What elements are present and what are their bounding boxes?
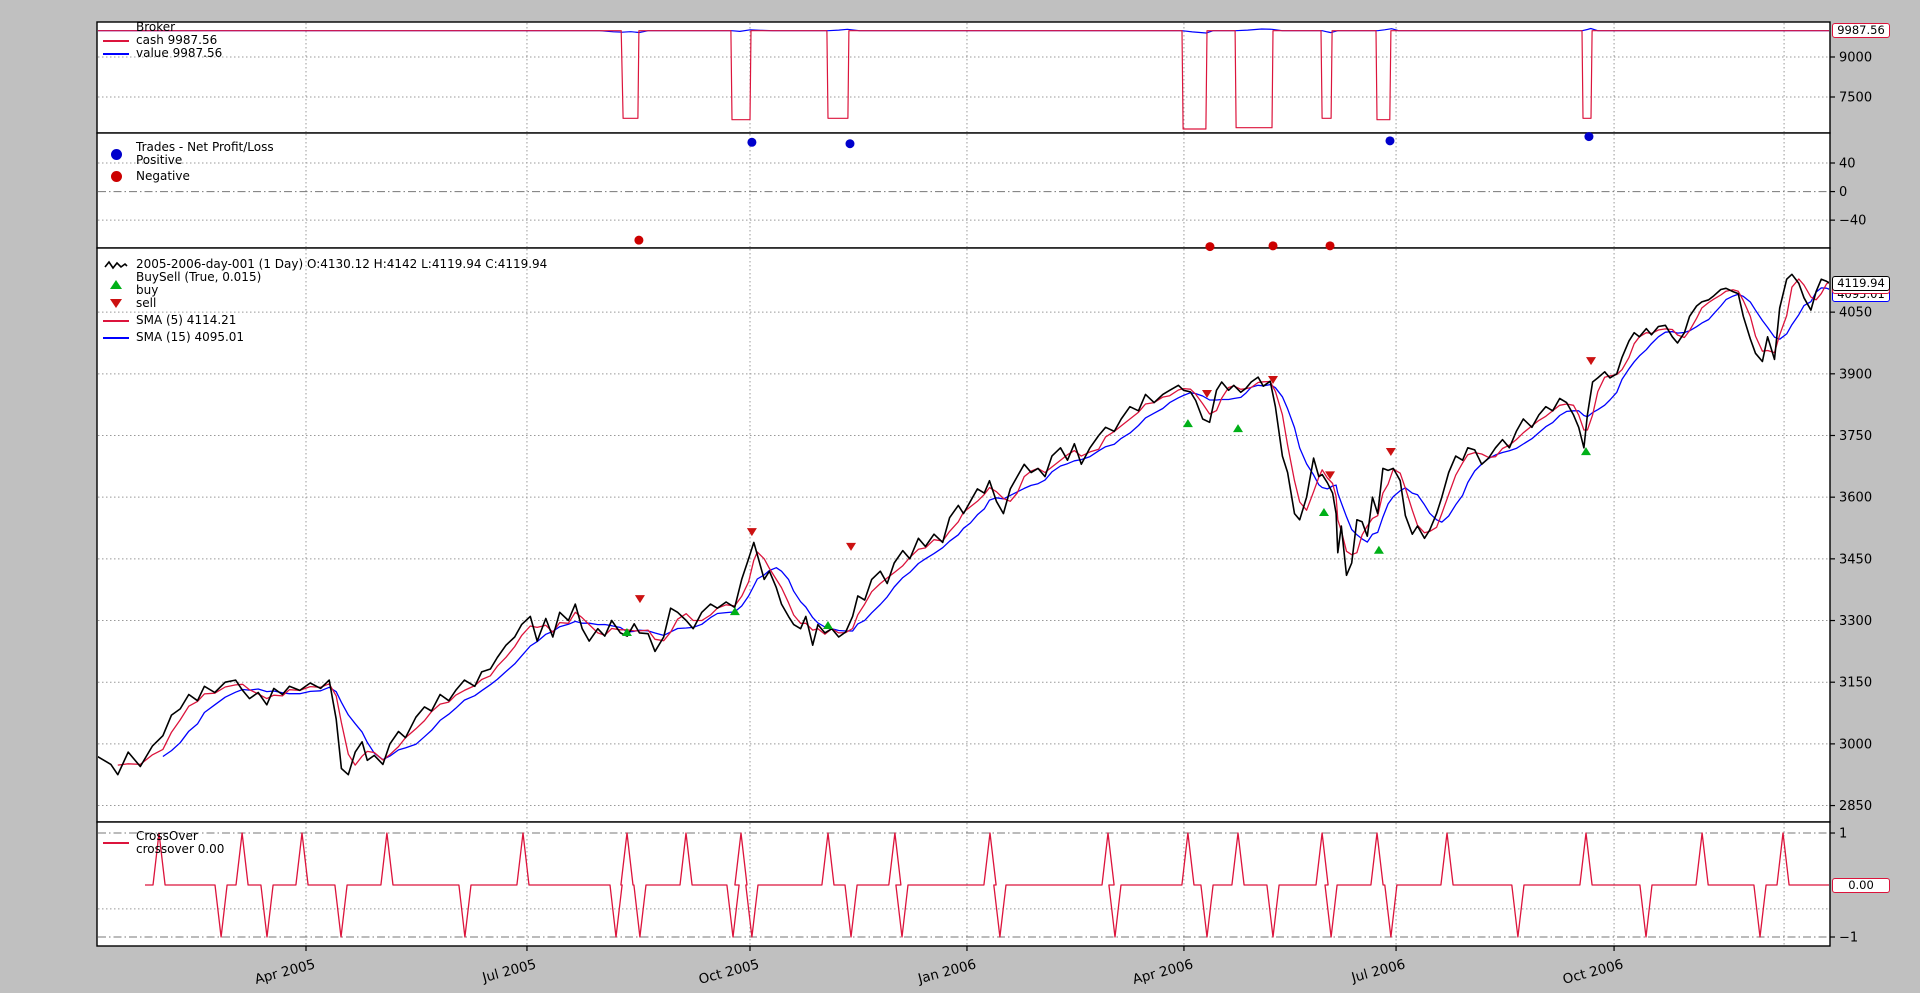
- y-tick-label: 3150: [1839, 676, 1872, 691]
- negative-marker: [1325, 241, 1335, 251]
- negative-marker: [634, 235, 644, 245]
- trades-panel: [96, 132, 1831, 249]
- crossover-panel: [96, 821, 1831, 947]
- gridlines: [98, 23, 1829, 945]
- sell-markers: [634, 357, 1597, 604]
- y-tick-label: 3600: [1839, 491, 1872, 506]
- x-tick-label: Oct 2006: [1561, 956, 1625, 988]
- y-tick-label: 3750: [1839, 429, 1872, 444]
- sell-marker-icon: [634, 595, 645, 604]
- close-value-tag: 4119.94: [1832, 276, 1890, 291]
- buy-marker-icon: [621, 628, 632, 637]
- sell-marker-icon: [1325, 471, 1336, 480]
- buy-markers: [621, 419, 1591, 637]
- x-tick-label: Jan 2006: [915, 956, 978, 987]
- y-tick-label: 3450: [1839, 552, 1872, 567]
- x-tick-label: Apr 2006: [1131, 956, 1195, 988]
- x-tick-label: Apr 2005: [253, 956, 317, 988]
- main-panel: [96, 247, 1831, 823]
- y-tick-label: 7500: [1839, 90, 1872, 105]
- positive-marker: [845, 139, 855, 149]
- y-tick-label: 4050: [1839, 306, 1872, 321]
- positive-marker: [1385, 136, 1395, 146]
- sma15-line: [162, 287, 1829, 761]
- sell-marker-icon: [1385, 447, 1396, 456]
- positive-marker: [747, 137, 757, 147]
- buy-marker-icon: [1182, 419, 1193, 428]
- buy-marker-icon: [729, 607, 740, 616]
- y-tick-label: 40: [1839, 157, 1856, 172]
- buy-marker-icon: [1580, 447, 1591, 456]
- y-tick-label: 2850: [1839, 799, 1872, 814]
- y-tick-label: −40: [1839, 214, 1866, 229]
- y-tick-label: 1: [1839, 827, 1847, 842]
- buy-marker-icon: [822, 621, 833, 630]
- x-tick-label: Jul 2005: [480, 956, 538, 986]
- y-tick-label: 9000: [1839, 50, 1872, 65]
- cash-line: [98, 30, 1829, 130]
- negative-markers: [634, 235, 1335, 252]
- cash-value-tag: 9987.56: [1832, 23, 1890, 38]
- sell-marker-icon: [846, 542, 857, 551]
- crossover-value-tag: 0.00: [1832, 878, 1890, 893]
- sell-marker-icon: [1586, 357, 1597, 366]
- sell-marker-icon: [1201, 389, 1212, 398]
- buy-marker-icon: [1318, 507, 1329, 516]
- negative-marker: [1268, 241, 1278, 251]
- y-tick-label: −1: [1839, 931, 1858, 946]
- y-tick-label: 3900: [1839, 367, 1872, 382]
- positive-markers: [747, 132, 1594, 149]
- x-tick-label: Jul 2006: [1349, 956, 1407, 986]
- positive-marker: [1584, 132, 1594, 142]
- y-tick-label: 3300: [1839, 614, 1872, 629]
- y-tick-label: 3000: [1839, 737, 1872, 752]
- negative-marker: [1205, 242, 1215, 252]
- y-tick-label: 0: [1839, 185, 1847, 200]
- buy-marker-icon: [1373, 545, 1384, 554]
- price-line: [98, 273, 1829, 776]
- crossover-line: [145, 832, 1829, 938]
- x-tick-label: Oct 2005: [697, 956, 761, 988]
- sell-marker-icon: [1268, 375, 1279, 384]
- broker-panel: [96, 21, 1831, 134]
- buy-marker-icon: [1233, 424, 1244, 433]
- sell-marker-icon: [746, 528, 757, 537]
